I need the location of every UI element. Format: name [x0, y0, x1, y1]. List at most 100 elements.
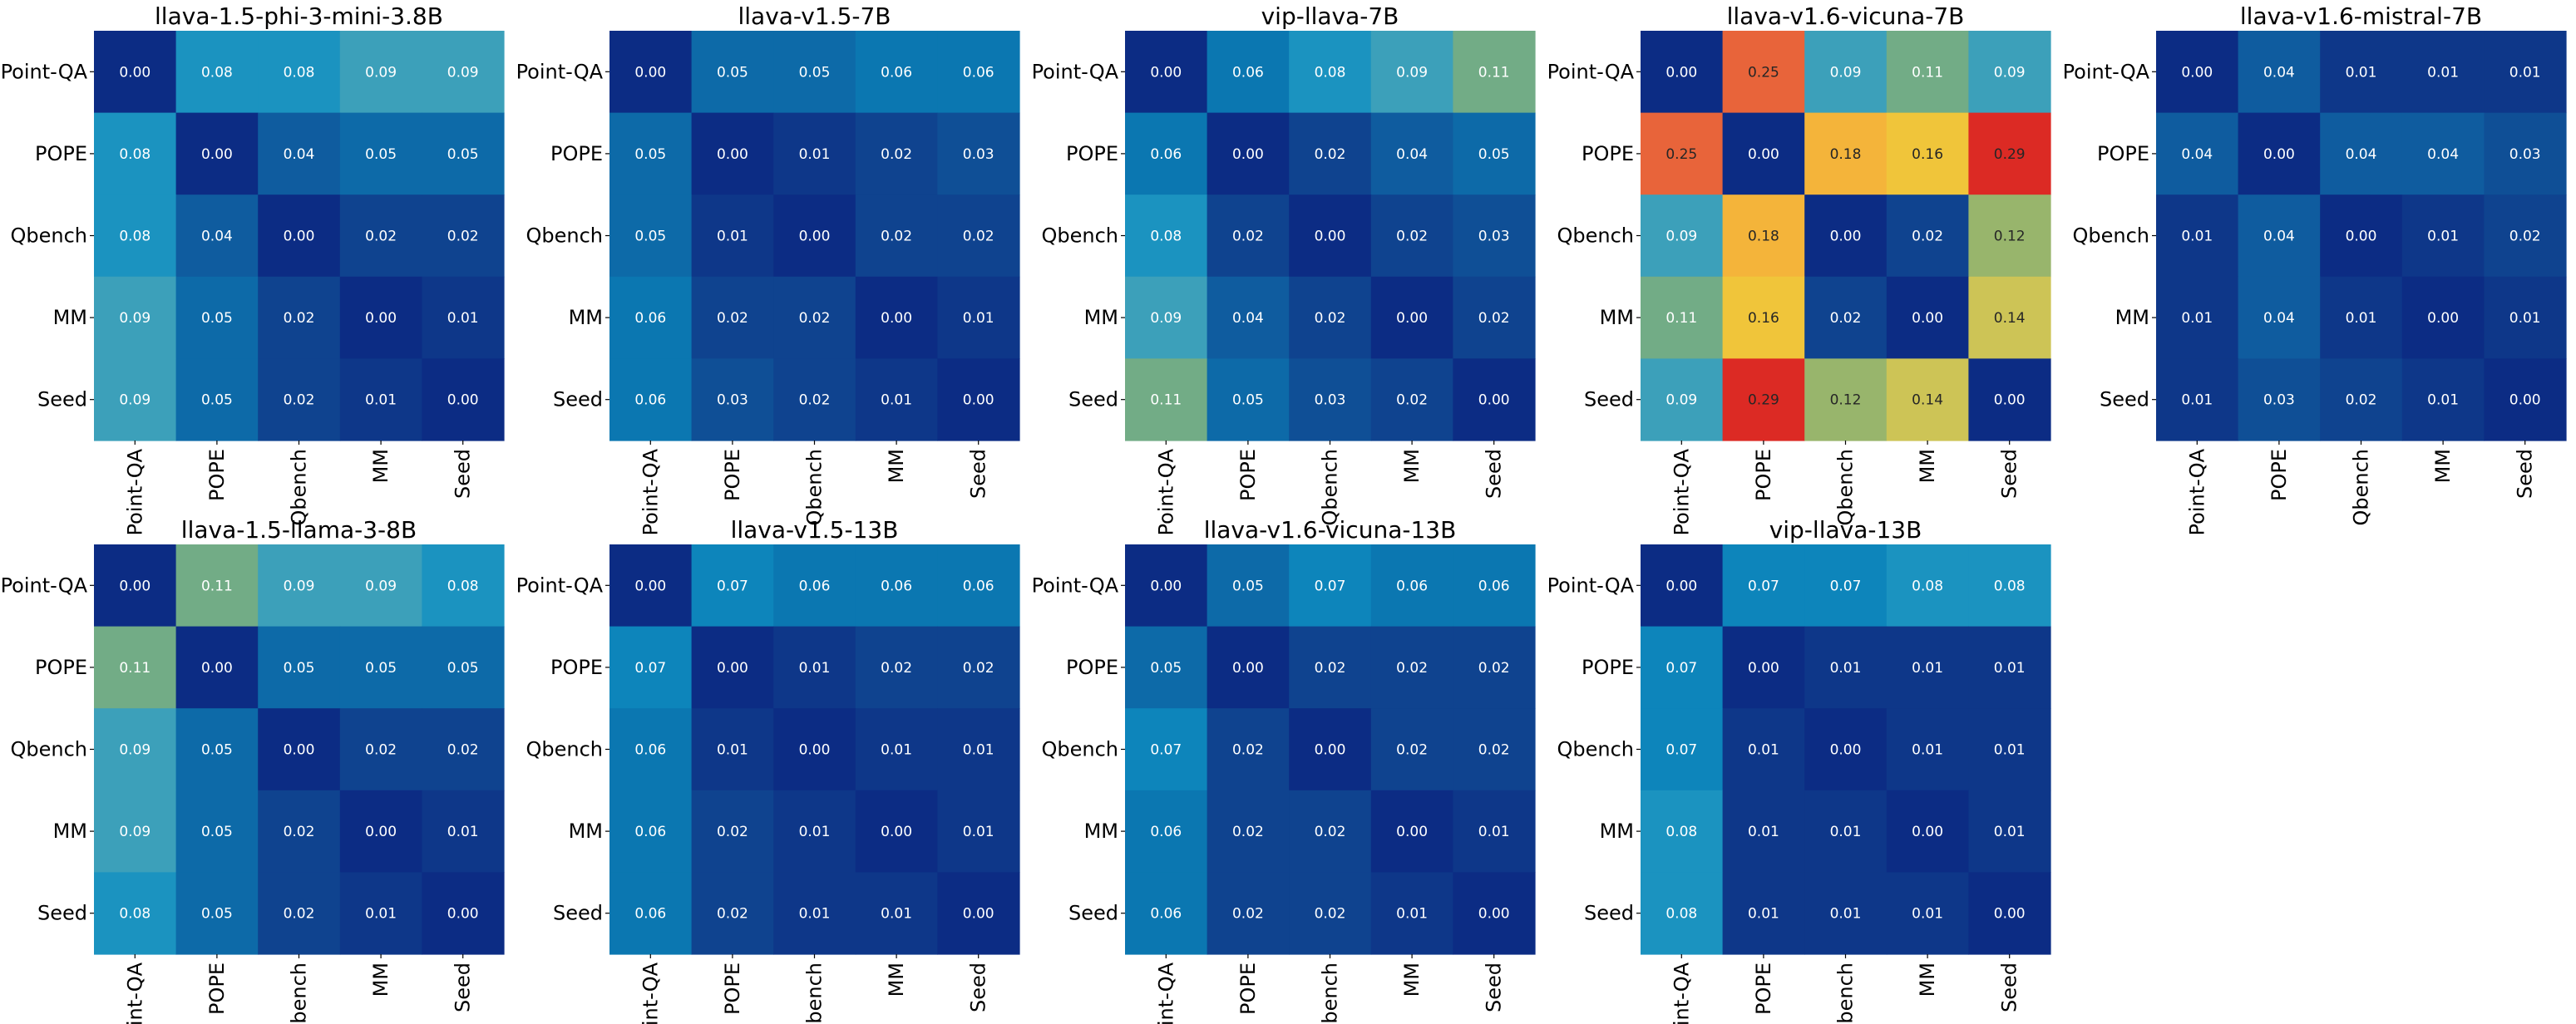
cell-value-label: 0.05	[1150, 660, 1182, 677]
cell-value-label: 0.04	[2263, 229, 2295, 245]
heatmap-vip-llava-13b: vip-llava-13B 0.00 0.07 0.07 0.08 0.08 0.07 0.0…	[1547, 516, 2051, 1024]
heatmap-cell	[1289, 194, 1372, 278]
heatmap-cell	[609, 626, 693, 709]
heatmap-cell	[2156, 358, 2239, 441]
heatmap-cell	[855, 790, 938, 873]
y-tick-label: POPE	[550, 142, 603, 165]
x-tick-label: Seed	[1483, 449, 1506, 499]
heatmap-cell	[1722, 358, 1805, 441]
y-tick-label: Qbench	[1557, 738, 1634, 761]
heatmap-cell	[855, 194, 938, 278]
cell-value-label: 0.00	[201, 146, 233, 163]
cell-value-label: 0.00	[634, 578, 666, 594]
cell-value-label: 0.02	[1315, 824, 1346, 840]
x-tick-label: POPE	[2268, 449, 2291, 501]
heatmap-cell	[1289, 708, 1372, 791]
cell-value-label: 0.00	[1830, 742, 1862, 759]
heatmap-cell	[339, 112, 422, 195]
x-tick-label: Qbench	[288, 449, 311, 526]
chart-title: vip-llava-13B	[1769, 516, 1922, 544]
heatmap-cell	[422, 276, 505, 359]
heatmap-cell	[258, 276, 341, 359]
heatmap-cell	[2320, 276, 2403, 359]
heatmap-cell	[1968, 112, 2051, 195]
cell-value-label: 0.01	[447, 824, 479, 840]
heatmap-cell	[2320, 358, 2403, 441]
cell-value-label: 0.02	[799, 310, 831, 327]
y-tick-label: Point-QA	[2063, 60, 2150, 83]
heatmap-cell	[1804, 276, 1888, 359]
cell-value-label: 0.01	[799, 824, 831, 840]
heatmap-cell	[1289, 31, 1372, 114]
cell-value-label: 0.08	[447, 578, 479, 594]
heatmap-cell	[1289, 544, 1372, 628]
heatmap-cell	[94, 626, 177, 709]
y-tick-label: Point-QA	[1, 60, 88, 83]
heatmap-cell	[258, 790, 341, 873]
cell-value-label: 0.00	[1912, 310, 1943, 327]
heatmap-cell	[2320, 194, 2403, 278]
heatmap-cell	[2484, 276, 2567, 359]
heatmap-cell	[175, 31, 259, 114]
cell-value-label: 0.06	[634, 310, 666, 327]
cell-value-label: 0.02	[1396, 660, 1428, 677]
heatmap-cell	[339, 358, 422, 441]
heatmap-cell	[937, 276, 1020, 359]
chart-title: llava-1.5-phi-3-mini-3.8B	[155, 2, 443, 30]
cell-value-label: 0.06	[1396, 578, 1428, 594]
cell-value-label: 0.02	[284, 392, 315, 409]
x-tick-label: Point-QA	[639, 448, 662, 535]
chart-title: llava-v1.6-vicuna-13B	[1204, 516, 1457, 544]
heatmap-cell	[609, 544, 693, 628]
y-tick-label: Point-QA	[1032, 574, 1119, 597]
cell-value-label: 0.05	[634, 146, 666, 163]
cell-value-label: 0.05	[1478, 146, 1510, 163]
cell-value-label: 0.01	[799, 660, 831, 677]
x-tick-label: MM	[369, 962, 392, 997]
cell-value-label: 0.04	[2427, 146, 2459, 163]
cell-value-label: 0.07	[1666, 660, 1697, 677]
cell-value-label: 0.02	[1315, 146, 1346, 163]
cell-value-label: 0.02	[1315, 310, 1346, 327]
cell-value-label: 0.00	[1396, 310, 1428, 327]
heatmap-cell	[1289, 112, 1372, 195]
heatmap-cell	[2238, 112, 2321, 195]
cell-value-label: 0.01	[963, 310, 994, 327]
heatmap-cell	[1968, 358, 2051, 441]
cell-value-label: 0.01	[2181, 229, 2213, 245]
x-tick-label: POPE	[205, 449, 229, 501]
cell-value-label: 0.05	[201, 906, 233, 923]
heatmap-cell	[258, 872, 341, 955]
cell-value-label: 0.02	[1315, 660, 1346, 677]
cell-value-label: 0.01	[1748, 824, 1779, 840]
cell-value-label: 0.02	[1232, 229, 1264, 245]
x-tick-label: Seed	[967, 449, 990, 499]
heatmap-cell	[175, 112, 259, 195]
cell-value-label: 0.01	[2346, 310, 2377, 327]
heatmap-cell	[1886, 708, 1969, 791]
cell-value-label: 0.04	[2263, 310, 2295, 327]
cell-value-label: 0.25	[1666, 146, 1697, 163]
cell-value-label: 0.09	[119, 742, 151, 759]
heatmap-cell	[1722, 276, 1805, 359]
y-tick-label: Qbench	[10, 738, 87, 761]
heatmap-cell	[258, 31, 341, 114]
heatmap-cell	[339, 790, 422, 873]
y-tick-label: Point-QA	[1547, 60, 1635, 83]
heatmap-cell	[1207, 626, 1290, 709]
cell-value-label: 0.02	[1396, 229, 1428, 245]
cell-value-label: 0.11	[1912, 64, 1943, 81]
heatmap-vip-llava-7b: vip-llava-7B 0.00 0.06 0.08 0.09 0.11 0.06 0.00…	[1032, 2, 1536, 535]
heatmap-cell	[937, 626, 1020, 709]
heatmap-cell	[2401, 31, 2485, 114]
heatmap-cell	[1125, 708, 1208, 791]
cell-value-label: 0.00	[1315, 229, 1346, 245]
cell-value-label: 0.09	[284, 578, 315, 594]
heatmap-cell	[94, 872, 177, 955]
y-tick-label: Point-QA	[516, 574, 604, 597]
heatmap-cell	[175, 194, 259, 278]
cell-value-label: 0.00	[1666, 578, 1697, 594]
cell-value-label: 0.01	[1994, 742, 2026, 759]
x-tick-label: Point-QA	[1154, 448, 1177, 535]
heatmap-cell	[422, 31, 505, 114]
